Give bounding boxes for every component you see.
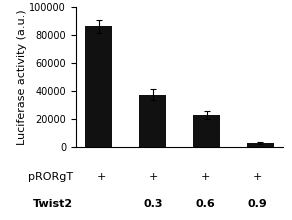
Bar <box>139 95 166 147</box>
Text: 0.6: 0.6 <box>196 198 215 209</box>
Bar <box>85 26 112 147</box>
Text: +: + <box>201 172 210 182</box>
Text: 0.9: 0.9 <box>247 198 267 209</box>
Text: 0.3: 0.3 <box>144 198 164 209</box>
Text: +: + <box>253 172 262 182</box>
Bar <box>193 115 220 147</box>
Text: Twist2: Twist2 <box>33 198 73 209</box>
Text: +: + <box>149 172 158 182</box>
Y-axis label: Luciferase activity (a.u.): Luciferase activity (a.u.) <box>17 9 27 145</box>
Text: +: + <box>97 172 107 182</box>
Bar <box>247 143 274 147</box>
Text: pRORgT: pRORgT <box>28 172 73 182</box>
